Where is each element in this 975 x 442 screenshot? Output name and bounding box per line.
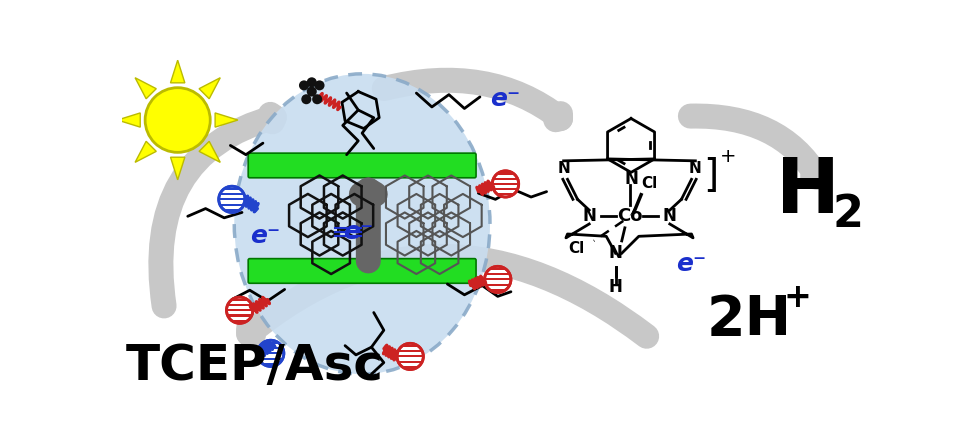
Bar	[232, 299, 248, 301]
Circle shape	[299, 80, 309, 90]
Polygon shape	[171, 157, 185, 180]
Text: e⁻: e⁻	[677, 252, 707, 276]
Text: N: N	[689, 161, 702, 176]
Bar	[398, 355, 423, 358]
Polygon shape	[199, 141, 220, 162]
Bar	[224, 188, 240, 190]
Text: N: N	[582, 207, 596, 225]
Bar	[259, 347, 282, 349]
Text: 2: 2	[833, 193, 864, 236]
Text: TCEP/Asc: TCEP/Asc	[126, 343, 384, 390]
Polygon shape	[199, 78, 220, 99]
Circle shape	[218, 186, 245, 213]
Text: e⁻: e⁻	[251, 224, 281, 248]
Bar	[494, 188, 517, 190]
Bar	[228, 304, 252, 306]
Bar	[263, 342, 278, 344]
Polygon shape	[117, 113, 140, 127]
Text: Cl: Cl	[568, 241, 585, 256]
Text: Co: Co	[617, 207, 643, 225]
Bar	[399, 350, 421, 352]
Text: N: N	[608, 244, 622, 262]
Text: e⁻: e⁻	[490, 87, 521, 111]
Bar	[220, 203, 244, 206]
Bar	[258, 352, 283, 354]
Polygon shape	[136, 141, 156, 162]
Bar	[487, 284, 509, 286]
Bar	[494, 178, 517, 180]
Text: +: +	[784, 281, 811, 314]
Circle shape	[307, 77, 317, 88]
Text: H: H	[776, 155, 839, 229]
Polygon shape	[215, 113, 238, 127]
Bar	[487, 273, 509, 275]
Bar	[220, 193, 244, 195]
Bar	[493, 183, 518, 185]
Bar	[490, 268, 505, 270]
FancyBboxPatch shape	[249, 153, 476, 178]
Text: N: N	[624, 170, 638, 188]
Bar	[498, 172, 513, 175]
Circle shape	[307, 87, 317, 96]
Bar	[403, 366, 417, 368]
Ellipse shape	[234, 74, 490, 374]
Polygon shape	[171, 60, 185, 83]
Circle shape	[312, 94, 322, 104]
Circle shape	[315, 80, 325, 90]
Bar	[498, 193, 513, 195]
Text: N: N	[558, 161, 570, 176]
Text: 2H: 2H	[707, 293, 792, 347]
Bar	[259, 358, 282, 360]
Bar	[399, 361, 421, 363]
Bar	[228, 314, 252, 316]
Text: e⁻: e⁻	[343, 220, 373, 244]
Bar	[227, 309, 253, 311]
Circle shape	[257, 340, 284, 366]
Circle shape	[492, 171, 519, 197]
Bar	[224, 209, 240, 211]
Polygon shape	[136, 78, 156, 99]
Bar	[403, 345, 417, 347]
Bar	[490, 289, 505, 291]
Bar	[263, 363, 278, 365]
Bar	[486, 278, 510, 281]
Text: Cl: Cl	[641, 176, 657, 191]
Circle shape	[485, 267, 511, 293]
Bar	[232, 320, 248, 322]
Text: H: H	[608, 278, 622, 296]
Text: ]: ]	[703, 157, 719, 195]
FancyBboxPatch shape	[249, 259, 476, 283]
Bar	[219, 198, 245, 200]
Circle shape	[145, 88, 211, 152]
Circle shape	[301, 94, 311, 104]
Polygon shape	[630, 193, 643, 216]
Text: +: +	[721, 147, 737, 166]
Text: N: N	[663, 207, 677, 225]
Circle shape	[226, 297, 253, 323]
Circle shape	[397, 343, 423, 370]
